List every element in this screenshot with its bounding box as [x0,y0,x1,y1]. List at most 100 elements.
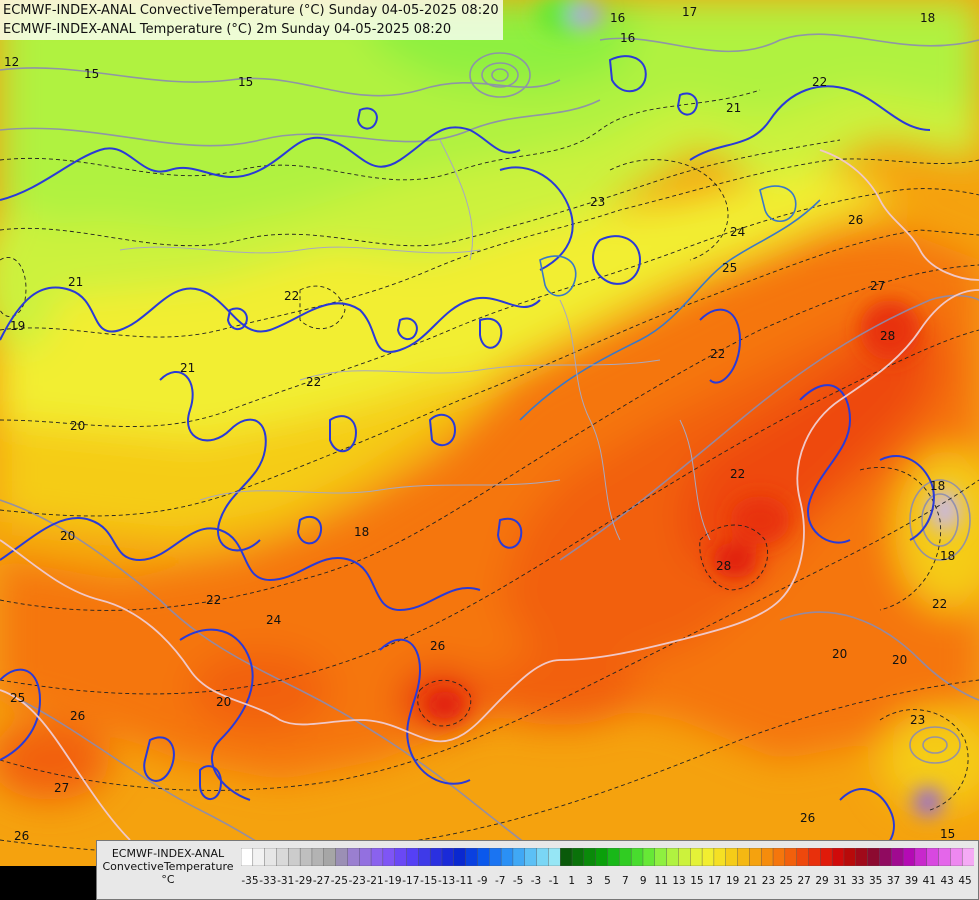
legend-swatch [595,848,608,866]
legend-tick-label: -11 [455,875,474,887]
legend-tick-label: 35 [868,875,883,887]
legend-tick-label: -33 [259,875,277,887]
no-data-area [0,866,96,900]
legend-swatch [796,848,809,866]
legend-color-scale [241,848,974,866]
legend-swatch [560,848,573,866]
legend-tick-label: -15 [420,875,438,887]
contour-label: 21 [68,275,83,289]
contour-label: 15 [238,75,253,89]
legend-tick-label: 33 [851,875,865,887]
legend-tick-labels: -35 -33 -31 -29 -27 -25 -23 -21 -19 -17 -15 -13 -11-… [241,875,974,889]
legend-tick-label: -13 [438,875,456,887]
legend-tick-label: 1 [568,875,576,887]
legend-tick-label: -25 [330,875,348,887]
legend-tick-label: 17 [708,875,722,887]
legend-swatch [619,848,632,866]
contour-label: 20 [892,653,907,667]
legend-tick-label: -7 [494,875,506,887]
contour-label: 27 [54,781,69,795]
contour-label: 20 [832,647,847,661]
legend-title: ECMWF-INDEX-ANAL ConvectiveTemperature °… [99,847,237,886]
legend-tick-label: 3 [586,875,593,887]
legend-tick-label: -31 [277,875,295,887]
legend-swatch [843,848,857,866]
legend-swatch [548,848,561,866]
contour-label: 18 [930,479,945,493]
legend-swatch [784,848,798,866]
legend-swatch [477,848,490,866]
bold-blue-contours [0,55,935,856]
legend-swatch [453,848,467,866]
title-line-convective: ECMWF-INDEX-ANAL ConvectiveTemperature (… [3,3,499,18]
legend-swatch [536,848,549,866]
legend-swatch [713,848,727,866]
contour-label: 22 [710,347,725,361]
legend-swatch [879,848,892,866]
legend-tick-label: -21 [366,875,384,887]
legend-swatch [701,848,715,866]
contour-label: 18 [354,525,369,539]
legend-tick-label: 21 [743,875,758,887]
contour-label: 22 [284,289,299,303]
contour-label: 15 [940,827,955,841]
contour-label: 26 [848,213,863,227]
contour-label: 20 [70,419,85,433]
legend-swatch [760,848,774,866]
legend-tick-label: 9 [639,875,647,887]
legend-tick-label: 45 [958,875,972,887]
contour-label: 24 [266,613,281,627]
legend-tick-label: -27 [312,875,331,887]
legend-tick-label: 7 [622,875,629,887]
legend-swatch [465,848,478,866]
legend-swatch [749,848,762,866]
legend-swatch [311,848,325,866]
legend-swatch [524,848,538,866]
legend-model: ECMWF-INDEX-ANAL [111,847,225,860]
legend-swatch [678,848,691,866]
legend-swatch [630,848,644,866]
legend-swatch [867,848,880,866]
legend-swatch [288,848,301,866]
contour-label: 22 [812,75,827,89]
legend-swatch [820,848,833,866]
contour-label: 21 [180,361,195,375]
legend-tick-label: 43 [940,875,954,887]
legend-tick-label: -35 [241,875,259,887]
legend-swatch [323,848,337,866]
legend-swatch [264,848,277,866]
contour-label: 18 [920,11,935,25]
legend-tick-label: 23 [761,875,776,887]
legend-swatch [642,848,656,866]
map-title: ECMWF-INDEX-ANAL ConvectiveTemperature (… [0,0,503,40]
contour-label: 18 [940,549,955,563]
contour-labels: 12 15 15 16 17 18 19 21 22 21 22 23 24 25 26 27 28 22 20 21… [4,5,955,843]
contour-label: 24 [730,225,745,239]
legend-swatch [808,848,821,866]
legend-swatch [938,848,951,866]
legend-swatch [902,848,916,866]
legend-tick-label: 11 [654,875,668,887]
contour-label: 26 [14,829,29,843]
color-legend: ECMWF-INDEX-ANAL ConvectiveTemperature °… [96,840,979,900]
contour-label: 23 [590,195,605,209]
contour-label: 21 [726,101,741,115]
legend-tick-label: -5 [512,875,524,887]
legend-tick-label: 29 [815,875,829,887]
legend-swatch [299,848,313,866]
legend-swatch [950,848,963,866]
contour-label: 26 [800,811,815,825]
contour-label: 26 [70,709,85,723]
legend-tick-label: 5 [604,875,611,887]
legend-swatch [418,848,431,866]
legend-tick-label: -29 [294,875,313,887]
contour-label: 17 [682,5,697,19]
legend-swatch [429,848,443,866]
contour-label: 20 [60,529,75,543]
contour-label: 23 [910,713,925,727]
legend-swatch [737,848,750,866]
legend-swatch [725,848,739,866]
legend-swatch [382,848,396,866]
legend-tick-label: -17 [402,875,420,887]
